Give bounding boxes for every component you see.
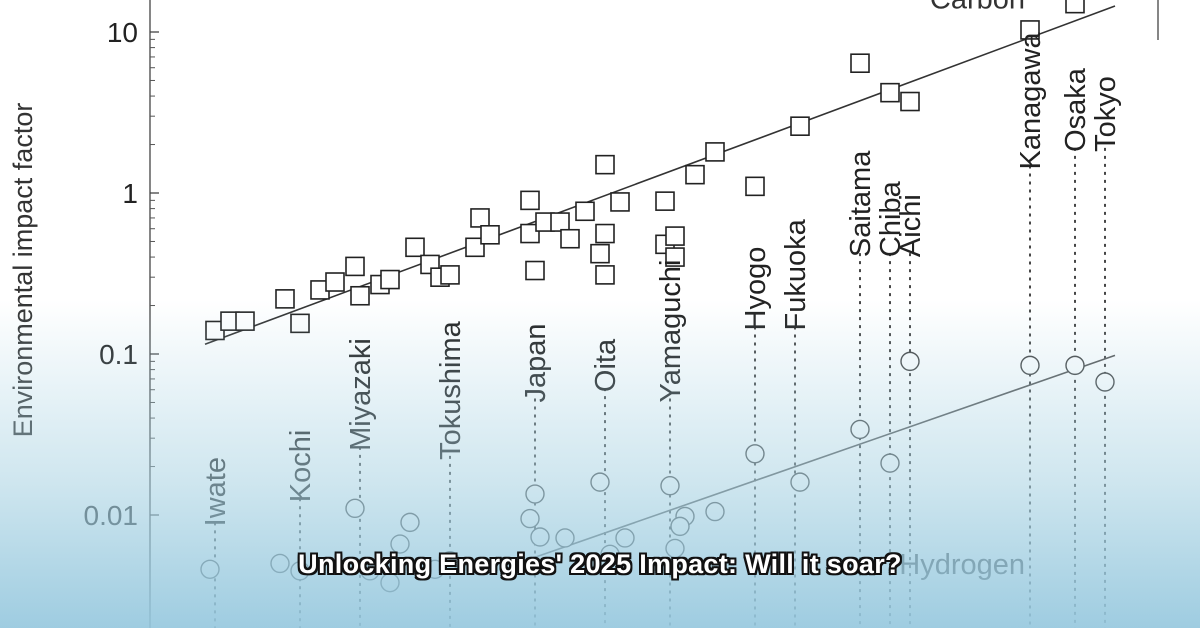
hydrogen-point <box>850 419 870 440</box>
prefecture-label: Oita <box>590 338 622 392</box>
hydrogen-point <box>530 527 550 547</box>
hydrogen-point <box>745 444 765 464</box>
carbon-point <box>880 82 900 103</box>
carbon-point <box>480 225 500 245</box>
carbon-point <box>595 154 615 175</box>
carbon-point <box>525 260 545 281</box>
series-label-carbon: Carbon <box>930 0 1025 15</box>
carbon-point <box>440 265 460 285</box>
hydrogen-point <box>1020 355 1040 376</box>
carbon-point <box>900 91 920 112</box>
carbon-point <box>520 190 540 211</box>
y-tick-label: 0.1 <box>99 339 138 370</box>
carbon-point <box>275 289 295 309</box>
y-axis-label: Environmental impact factor <box>8 103 38 438</box>
prefecture-label: Saitama <box>845 150 877 257</box>
carbon-point <box>405 237 425 258</box>
hydrogen-point <box>345 498 365 519</box>
prefecture-label: Fukuoka <box>780 218 812 330</box>
headline: Unlocking Energies' 2025 Impact: Will it… <box>298 549 902 579</box>
carbon-point <box>790 116 810 136</box>
hydrogen-point <box>705 501 725 522</box>
carbon-point <box>520 223 540 244</box>
prefecture-label: Tokushima <box>435 320 467 459</box>
carbon-point <box>685 164 705 185</box>
carbon-point <box>610 192 630 212</box>
prefecture-label: Kanagawa <box>1015 32 1047 170</box>
prefecture-label: Japan <box>520 323 552 402</box>
y-axis: 0.01 0.1 1 10 Environmental impact factor <box>8 0 1159 628</box>
carbon-point <box>590 243 610 264</box>
y-tick-label: 1 <box>122 178 138 209</box>
carbon-point <box>665 247 685 267</box>
carbon-point <box>345 256 365 277</box>
hydrogen-point <box>520 508 540 529</box>
carbon-point <box>665 226 685 246</box>
carbon-point <box>470 208 490 228</box>
carbon-point <box>380 269 400 290</box>
hydrogen-point <box>555 528 575 548</box>
prefecture-label: Osaka <box>1060 67 1092 152</box>
prefecture-label: Chiba <box>875 180 907 257</box>
carbon-point <box>550 212 570 232</box>
hydrogen-point <box>590 472 610 492</box>
prefecture-label: Aichi <box>895 194 927 257</box>
carbon-point <box>595 223 615 244</box>
prefecture-label: Miyazaki <box>345 338 377 451</box>
carbon-point <box>465 237 485 258</box>
hydrogen-point <box>1095 372 1115 392</box>
carbon-point <box>1020 20 1040 40</box>
prefecture-label: Hyogo <box>740 247 772 331</box>
y-tick-label: 10 <box>107 17 138 48</box>
carbon-point <box>745 176 765 197</box>
hydrogen-point <box>400 512 420 533</box>
carbon-point <box>655 191 675 211</box>
hydrogen-point <box>790 472 810 492</box>
carbon-point <box>850 53 870 74</box>
hydrogen-point <box>900 351 920 372</box>
y-tick-label: 0.01 <box>84 500 139 531</box>
hydrogen-point <box>670 516 690 537</box>
prefecture-label: Yamaguchi <box>655 260 687 403</box>
hydrogen-point <box>525 484 545 504</box>
carbon-point <box>235 311 255 331</box>
carbon-point <box>290 313 310 334</box>
prefecture-label: Iwate <box>200 457 232 526</box>
carbon-point <box>1065 0 1085 14</box>
carbon-point <box>705 142 725 162</box>
hydrogen-point <box>880 453 900 473</box>
prefecture-label: Tokyo <box>1090 76 1122 152</box>
carbon-point <box>325 272 345 292</box>
prefecture-label: Kochi <box>285 430 317 503</box>
hydrogen-point <box>1065 355 1085 376</box>
carbon-point <box>350 285 370 306</box>
carbon-point <box>575 201 595 222</box>
hydrogen-point <box>660 476 680 496</box>
carbon-point <box>595 265 615 285</box>
hydrogen-point <box>615 528 635 548</box>
carbon-point <box>560 228 580 249</box>
